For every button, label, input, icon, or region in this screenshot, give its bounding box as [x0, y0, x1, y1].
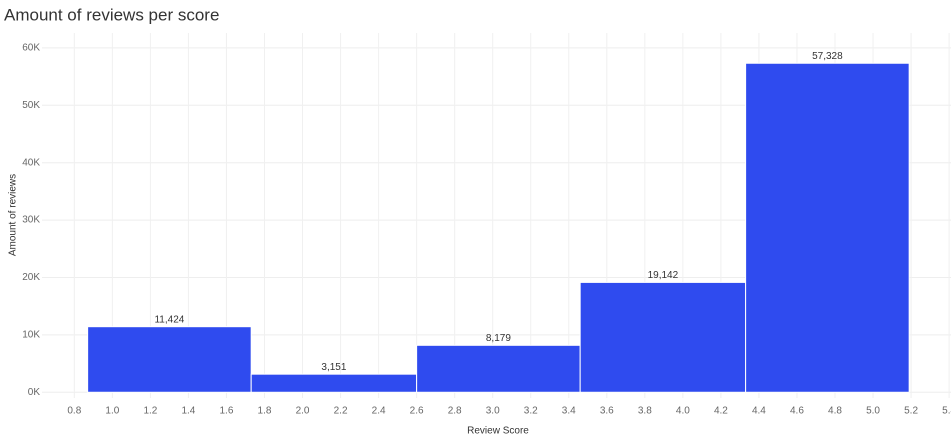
- x-tick-label: 3.0: [486, 406, 500, 417]
- y-tick-label: 10K: [22, 330, 40, 341]
- x-tick-label: 4.2: [714, 406, 728, 417]
- x-axis-title: Review Score: [467, 426, 529, 437]
- y-tick-label: 60K: [22, 43, 40, 54]
- x-tick-label: 5.0: [866, 406, 880, 417]
- bar: [416, 344, 581, 393]
- y-tick-label: 30K: [22, 215, 40, 226]
- x-tick-label: 4.4: [752, 406, 766, 417]
- x-tick-label: 3.6: [600, 406, 614, 417]
- x-tick-label: 1.8: [258, 406, 272, 417]
- x-tick-label: 2.2: [334, 406, 348, 417]
- value-label: 3,151: [321, 362, 346, 373]
- x-tick-label: 3.2: [524, 406, 538, 417]
- y-axis-title: Amount of reviews: [8, 174, 19, 256]
- x-tick-label: 4.6: [790, 406, 804, 417]
- bar: [87, 326, 252, 393]
- x-tick-label: 1.0: [105, 406, 119, 417]
- x-tick-label: 5.2: [904, 406, 918, 417]
- x-tick-label: 2.6: [410, 406, 424, 417]
- bar: [745, 62, 910, 393]
- x-tick-label: 1.6: [220, 406, 234, 417]
- x-tick-label: 2.4: [372, 406, 386, 417]
- x-tick-label: 2.8: [448, 406, 462, 417]
- x-tick-label: 1.4: [181, 406, 195, 417]
- x-tick-label: 5.4: [942, 406, 951, 417]
- y-tick-label: 20K: [22, 272, 40, 283]
- x-tick-label: 1.2: [143, 406, 157, 417]
- x-tick-label: 3.8: [638, 406, 652, 417]
- value-label: 57,328: [812, 51, 843, 62]
- x-tick-label: 4.8: [828, 406, 842, 417]
- x-tick-label: 0.8: [67, 406, 81, 417]
- x-tick-label: 4.0: [676, 406, 690, 417]
- x-tick-label: 2.0: [296, 406, 310, 417]
- bar: [579, 281, 747, 393]
- y-tick-label: 50K: [22, 100, 40, 111]
- value-label: 19,142: [648, 270, 679, 281]
- bar: [250, 373, 418, 393]
- value-label: 11,424: [154, 314, 184, 325]
- y-tick-label: 40K: [22, 157, 40, 168]
- value-label: 8,179: [486, 333, 511, 344]
- y-tick-label: 0K: [28, 387, 41, 398]
- x-tick-label: 3.4: [562, 406, 576, 417]
- chart-title: Amount of reviews per score: [4, 5, 219, 24]
